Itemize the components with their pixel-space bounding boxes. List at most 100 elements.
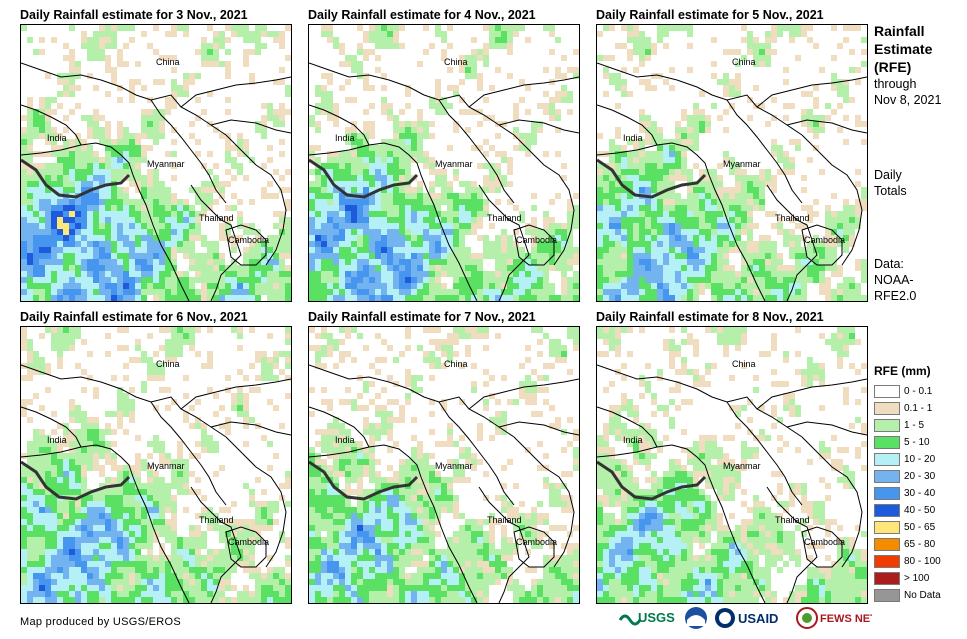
- rain-cell: [627, 49, 633, 55]
- rain-cell: [441, 193, 447, 199]
- rain-cell: [45, 295, 51, 301]
- rain-cell: [417, 375, 423, 381]
- rain-cell: [483, 277, 489, 283]
- rain-cell: [609, 205, 615, 211]
- panel-title: Daily Rainfall estimate for 6 Nov., 2021: [20, 310, 248, 324]
- rain-cell: [771, 241, 777, 247]
- rain-cell: [33, 441, 39, 447]
- rain-cell: [699, 265, 705, 271]
- rain-cell: [507, 283, 513, 289]
- rain-cell: [189, 73, 195, 79]
- rain-cell: [243, 175, 249, 181]
- rain-cell: [105, 567, 111, 573]
- rain-cell: [105, 169, 111, 175]
- rain-cell: [327, 351, 333, 357]
- rain-cell: [279, 31, 285, 37]
- rain-cell: [45, 97, 51, 103]
- rain-cell: [489, 169, 495, 175]
- rain-cell: [207, 549, 213, 555]
- rain-cell: [417, 265, 423, 271]
- rain-cell: [423, 327, 429, 333]
- rain-cell: [681, 115, 687, 121]
- rain-cell: [261, 573, 267, 579]
- rain-cell: [153, 217, 159, 223]
- rain-cell: [165, 289, 171, 295]
- rain-cell: [261, 525, 267, 531]
- rain-cell: [141, 555, 147, 561]
- rain-cell: [33, 513, 39, 519]
- rain-cell: [105, 163, 111, 169]
- rain-cell: [39, 543, 45, 549]
- rain-cell: [117, 247, 123, 253]
- rain-cell: [207, 205, 213, 211]
- rain-cell: [69, 405, 75, 411]
- rain-cell: [225, 507, 231, 513]
- rain-cell: [45, 175, 51, 181]
- rain-cell: [387, 103, 393, 109]
- rain-cell: [543, 265, 549, 271]
- rain-cell: [513, 271, 519, 277]
- rain-cell: [267, 31, 273, 37]
- rain-cell: [333, 109, 339, 115]
- rain-cell: [531, 235, 537, 241]
- rain-cell: [657, 169, 663, 175]
- rain-cell: [411, 151, 417, 157]
- rain-cell: [243, 31, 249, 37]
- rain-cell: [411, 193, 417, 199]
- rain-cell: [243, 597, 249, 603]
- rain-cell: [627, 205, 633, 211]
- rain-cell: [453, 259, 459, 265]
- rain-cell: [81, 471, 87, 477]
- rain-cell: [375, 37, 381, 43]
- rain-cell: [693, 205, 699, 211]
- rain-cell: [495, 31, 501, 37]
- rain-cell: [129, 417, 135, 423]
- rain-cell: [33, 555, 39, 561]
- rain-cell: [549, 109, 555, 115]
- rain-cell: [99, 597, 105, 603]
- rain-cell: [177, 241, 183, 247]
- rain-cell: [129, 175, 135, 181]
- rain-cell: [753, 181, 759, 187]
- rain-cell: [669, 271, 675, 277]
- rain-cell: [69, 537, 75, 543]
- rain-cell: [393, 25, 399, 31]
- rain-cell: [69, 585, 75, 591]
- rain-cell: [315, 175, 321, 181]
- rain-cell: [459, 289, 465, 295]
- rain-cell: [261, 585, 267, 591]
- rain-cell: [555, 235, 561, 241]
- rain-cell: [699, 229, 705, 235]
- rain-cell: [57, 543, 63, 549]
- rain-cell: [525, 109, 531, 115]
- rain-cell: [213, 31, 219, 37]
- rain-cell: [459, 283, 465, 289]
- rain-cell: [411, 127, 417, 133]
- rain-cell: [615, 157, 621, 163]
- rain-cell: [789, 265, 795, 271]
- rain-cell: [285, 253, 291, 259]
- rain-cell: [711, 181, 717, 187]
- rain-cell: [381, 277, 387, 283]
- rain-cell: [21, 501, 27, 507]
- rain-cell: [771, 223, 777, 229]
- rain-cell: [63, 127, 69, 133]
- country-border: [766, 184, 818, 301]
- rain-cell: [315, 91, 321, 97]
- rain-cell: [393, 235, 399, 241]
- rain-cell: [93, 495, 99, 501]
- rain-cell: [207, 351, 213, 357]
- rain-cell: [519, 289, 525, 295]
- rain-cell: [27, 109, 33, 115]
- rain-cell: [849, 205, 855, 211]
- rain-cell: [39, 199, 45, 205]
- rain-cell: [165, 229, 171, 235]
- rain-cell: [699, 235, 705, 241]
- rain-cell: [225, 229, 231, 235]
- country-border: [309, 62, 515, 136]
- rain-cell: [627, 37, 633, 43]
- rain-cell: [225, 73, 231, 79]
- rain-cell: [33, 109, 39, 115]
- rain-cell: [747, 193, 753, 199]
- rain-cell: [327, 181, 333, 187]
